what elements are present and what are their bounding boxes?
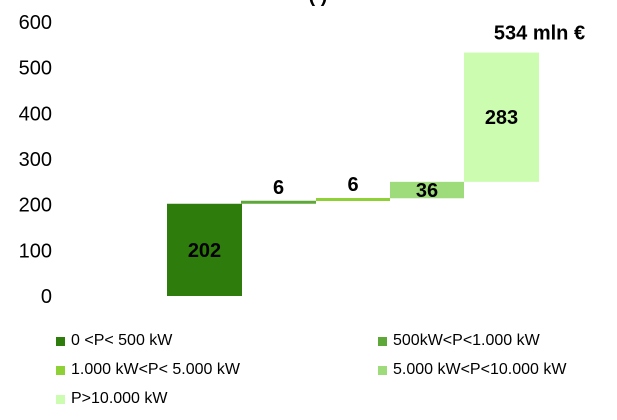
legend-item: 5.000 kW<P<10.000 kW [378, 359, 616, 381]
y-tick-label: 100 [19, 240, 52, 262]
bar-value-label: 6 [273, 177, 284, 199]
legend-label: 500kW<P<1.000 kW [393, 332, 540, 349]
y-tick-label: 0 [41, 286, 52, 308]
legend-item: 0 <P< 500 kW [56, 330, 378, 352]
chart-title-fragment: ( ) [309, 0, 328, 7]
bar-value-label: 202 [188, 240, 221, 262]
legend-item: 1.000 kW<P< 5.000 kW [56, 359, 378, 381]
legend: 0 <P< 500 kW 500kW<P<1.000 kW 1.000 kW<P< … [56, 330, 616, 410]
legend-swatch [378, 365, 387, 375]
bar-value-label: 6 [347, 174, 358, 196]
y-tick-label: 200 [19, 195, 52, 217]
legend-label: 1.000 kW<P< 5.000 kW [71, 361, 240, 378]
bar-group [167, 52, 539, 296]
legend-swatch [56, 394, 65, 404]
bar-label-group: 202 6 6 36 283 [188, 107, 518, 262]
bar-value-label: 36 [416, 180, 438, 202]
bar-segment [390, 181, 464, 199]
y-tick-label: 300 [19, 149, 52, 171]
legend-swatch [56, 336, 65, 346]
bar-segment [316, 198, 390, 202]
bar-value-label: 283 [485, 107, 518, 129]
legend-label: 5.000 kW<P<10.000 kW [393, 361, 567, 378]
legend-item: P>10.000 kW [56, 388, 378, 410]
legend-swatch [56, 365, 65, 375]
legend-label: P>10.000 kW [71, 390, 168, 407]
legend-swatch [378, 336, 387, 346]
y-tick-label: 400 [19, 103, 52, 125]
y-tick-label: 500 [19, 58, 52, 80]
bar-segment [167, 203, 242, 296]
legend-item: 500kW<P<1.000 kW [378, 330, 616, 352]
bar-segment [464, 52, 539, 182]
bar-segment [241, 200, 316, 204]
total-label: 534 mln € [494, 23, 585, 45]
y-tick-label: 600 [19, 12, 52, 34]
legend-label: 0 <P< 500 kW [71, 332, 173, 349]
y-axis: 0 100 200 300 400 500 600 [19, 12, 52, 308]
